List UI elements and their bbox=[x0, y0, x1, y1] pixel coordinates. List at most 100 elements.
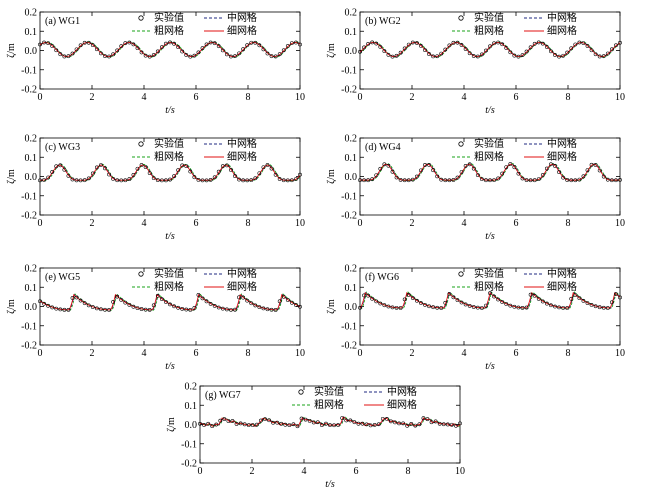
experiment-point bbox=[451, 178, 456, 182]
x-tick-label: 4 bbox=[142, 348, 147, 359]
experiment-point bbox=[265, 163, 270, 167]
experiment-point bbox=[237, 51, 241, 56]
legend-marker-experiment bbox=[458, 141, 464, 147]
legend-label-medium: 中网格 bbox=[227, 267, 257, 280]
legend-label-experiment: 实验值 bbox=[154, 137, 184, 150]
experiment-point bbox=[549, 49, 553, 54]
experiment-point bbox=[512, 53, 517, 58]
series-medium bbox=[360, 291, 621, 309]
experiment-point bbox=[164, 300, 168, 304]
experiment-point bbox=[159, 45, 164, 50]
experiment-point bbox=[230, 419, 235, 423]
experiment-point bbox=[289, 178, 294, 183]
experiment-point bbox=[198, 421, 202, 426]
experiment-point bbox=[229, 307, 233, 312]
y-tick-label: 0.0 bbox=[345, 302, 358, 313]
experiment-point bbox=[437, 421, 442, 426]
experiment-point bbox=[441, 422, 446, 427]
experiment-point bbox=[390, 54, 395, 59]
experiment-point bbox=[410, 296, 415, 300]
experiment-point bbox=[220, 48, 225, 53]
experiment-point bbox=[492, 294, 496, 299]
experiment-point bbox=[50, 170, 55, 174]
experiment-point bbox=[475, 305, 480, 310]
experiment-point bbox=[601, 305, 606, 310]
experiment-point bbox=[295, 424, 300, 429]
legend-label-fine: 细网格 bbox=[227, 24, 257, 37]
experiment-point bbox=[504, 302, 509, 306]
experiment-point bbox=[82, 301, 87, 306]
y-tick-label: 0.2 bbox=[185, 382, 198, 393]
experiment-point bbox=[54, 48, 59, 53]
experiment-point bbox=[557, 54, 561, 59]
experiment-point bbox=[581, 174, 586, 179]
experiment-point bbox=[500, 300, 505, 304]
experiment-point bbox=[204, 178, 209, 183]
experiment-point bbox=[294, 40, 298, 45]
legend-marker-experiment bbox=[298, 389, 304, 395]
experiment-point bbox=[593, 304, 598, 309]
experiment-point bbox=[99, 163, 103, 167]
experiment-point bbox=[328, 423, 332, 428]
chart-panel-1: -0.2 -0.1 0.0 0.1 0.2 0 2 4 6 8 10 t/s ζ/m (a) WG1 实验值… bbox=[6, 8, 305, 117]
experiment-point bbox=[294, 177, 298, 181]
experiment-point bbox=[409, 422, 414, 426]
experiment-point bbox=[569, 46, 574, 51]
experiment-point bbox=[516, 305, 521, 310]
experiment-point bbox=[285, 178, 290, 183]
experiment-point bbox=[281, 294, 286, 299]
experiment-point bbox=[143, 165, 148, 170]
experiment-point bbox=[557, 170, 561, 174]
experiment-point bbox=[467, 304, 472, 308]
experiment-point bbox=[94, 306, 99, 311]
experiment-point bbox=[544, 301, 549, 306]
experiment-point bbox=[151, 176, 156, 181]
experiment-point bbox=[532, 178, 537, 183]
y-tick-label: -0.1 bbox=[341, 191, 357, 202]
experiment-point bbox=[390, 305, 395, 310]
experiment-point bbox=[618, 295, 622, 300]
experiment-point bbox=[549, 303, 553, 308]
experiment-point bbox=[307, 418, 312, 423]
legend-label-experiment: 实验值 bbox=[314, 385, 344, 398]
experiment-point bbox=[528, 292, 533, 297]
experiment-point bbox=[233, 54, 237, 59]
experiment-point bbox=[417, 422, 422, 427]
x-tick-label: 2 bbox=[410, 348, 415, 359]
legend-label-experiment: 实验值 bbox=[474, 137, 504, 150]
experiment-point bbox=[467, 162, 472, 167]
experiment-point bbox=[419, 44, 423, 48]
experiment-point bbox=[324, 421, 328, 426]
experiment-point bbox=[618, 177, 622, 182]
experiment-point bbox=[74, 178, 79, 183]
experiment-point bbox=[54, 164, 59, 169]
experiment-point bbox=[589, 48, 594, 53]
experiment-point bbox=[265, 307, 270, 312]
experiment-point bbox=[119, 44, 124, 49]
experiment-point bbox=[139, 50, 144, 55]
experiment-point bbox=[376, 422, 381, 427]
experiment-point bbox=[135, 306, 140, 310]
experiment-point bbox=[298, 42, 302, 47]
experiment-point bbox=[479, 52, 484, 57]
experiment-point bbox=[62, 307, 67, 312]
experiment-point bbox=[397, 421, 401, 426]
experiment-point bbox=[38, 178, 42, 183]
x-tick-label: 8 bbox=[246, 92, 251, 103]
experiment-point bbox=[263, 417, 267, 422]
y-axis-label: ζ/m bbox=[6, 43, 17, 58]
y-tick-label: 0.0 bbox=[25, 172, 38, 183]
experiment-point bbox=[90, 171, 95, 176]
experiment-point bbox=[561, 305, 566, 310]
experiment-point bbox=[245, 298, 250, 303]
experiment-point bbox=[159, 297, 164, 302]
experiment-point bbox=[532, 293, 537, 298]
experiment-point bbox=[459, 43, 464, 47]
experiment-point bbox=[520, 53, 525, 58]
experiment-point bbox=[585, 44, 590, 48]
experiment-point bbox=[414, 298, 419, 303]
legend-marker-experiment bbox=[138, 141, 144, 147]
experiment-point bbox=[605, 51, 610, 56]
chart-panel-6: -0.2 -0.1 0.0 0.1 0.2 0 2 4 6 8 10 t/s ζ/m (f) WG6 实验值… bbox=[326, 264, 625, 373]
experiment-point bbox=[164, 41, 168, 46]
